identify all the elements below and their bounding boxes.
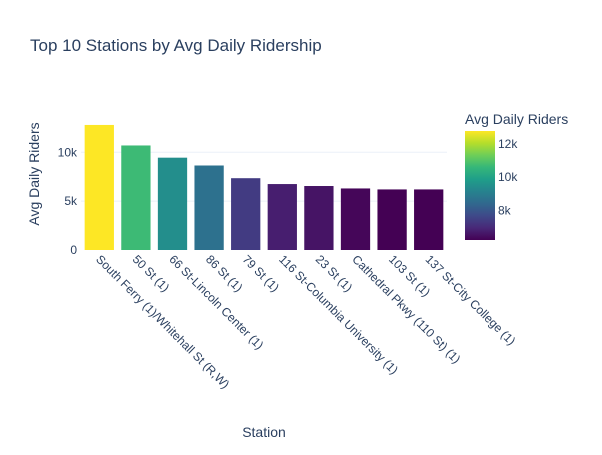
bar[interactable] bbox=[194, 165, 224, 250]
x-tick-label: South Ferry (1)/Whitehall St (R,W) bbox=[93, 252, 232, 391]
bar[interactable] bbox=[414, 189, 444, 250]
colorbar-gradient bbox=[465, 131, 495, 240]
bar[interactable] bbox=[157, 157, 188, 250]
y-axis-ticks: 0 5k 10k bbox=[58, 145, 78, 257]
bar[interactable] bbox=[377, 189, 407, 250]
bars bbox=[84, 124, 444, 250]
bar[interactable] bbox=[84, 124, 114, 250]
x-axis-ticks: South Ferry (1)/Whitehall St (R,W)50 St … bbox=[93, 252, 518, 391]
x-tick-label: 79 St (1) bbox=[240, 252, 282, 294]
bar[interactable] bbox=[121, 145, 151, 250]
colorbar-ticks: 8k 10k 12k bbox=[498, 137, 518, 217]
colorbar-title: Avg Daily Riders bbox=[465, 111, 568, 127]
bar[interactable] bbox=[267, 184, 297, 250]
colorbar: Avg Daily Riders 8k 10k 12k bbox=[465, 111, 568, 240]
y-tick-label: 5k bbox=[64, 194, 78, 208]
colorbar-tick-label: 10k bbox=[498, 170, 518, 184]
bar[interactable] bbox=[231, 178, 261, 250]
y-tick-label: 10k bbox=[58, 145, 78, 159]
bar[interactable] bbox=[340, 188, 371, 250]
x-axis-title: Station bbox=[242, 424, 286, 440]
y-tick-label: 0 bbox=[70, 243, 77, 257]
y-axis-title: Avg Daily Riders bbox=[26, 122, 42, 225]
colorbar-tick-label: 12k bbox=[498, 137, 518, 151]
chart-title: Top 10 Stations by Avg Daily Ridership bbox=[30, 36, 322, 55]
colorbar-tick-label: 8k bbox=[498, 203, 512, 217]
bar[interactable] bbox=[304, 186, 334, 250]
